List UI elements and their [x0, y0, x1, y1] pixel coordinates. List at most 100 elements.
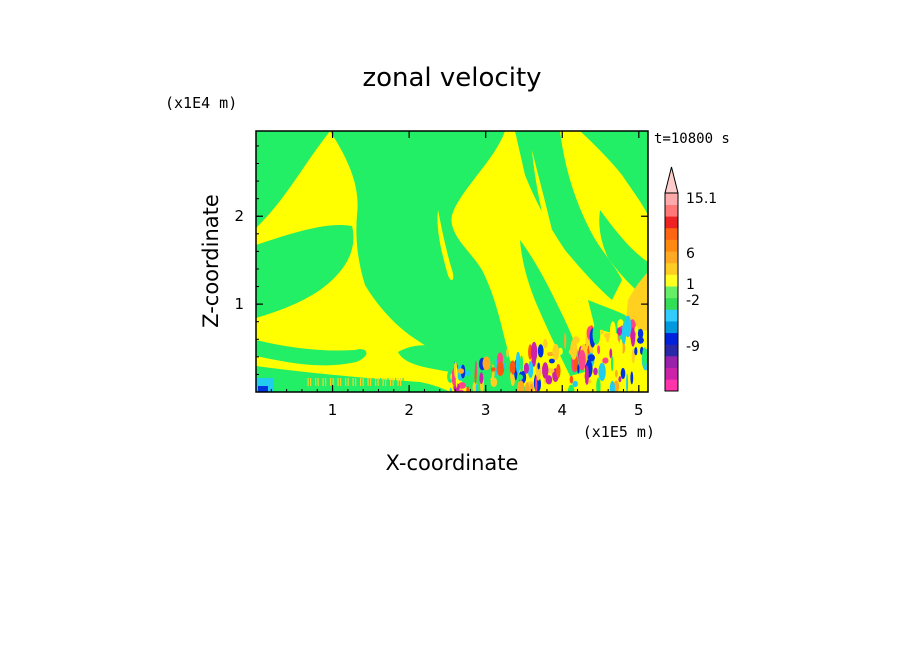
ripple-cell [397, 378, 399, 386]
region-negative [599, 210, 648, 300]
turbulence-cell [542, 362, 549, 379]
turbulence-cell [637, 336, 644, 344]
turbulence-cell [552, 343, 560, 361]
ripple-cell [385, 378, 387, 386]
turbulence-cell [527, 361, 534, 379]
ripple-cell [357, 378, 359, 386]
turbulence-cell [490, 367, 496, 372]
colorbar-label: 6 [686, 246, 695, 262]
turbulence-cell [479, 372, 484, 385]
colorbar-label: -2 [686, 293, 700, 309]
time-label: t=10800 s [654, 131, 730, 147]
ripple-cell [390, 378, 392, 386]
colorbar-swatch [665, 227, 678, 240]
ripple-cell [340, 378, 342, 386]
ripple-cell [325, 378, 327, 386]
ripple-cell [392, 378, 394, 386]
turbulence-cell [609, 348, 613, 359]
colorbar-swatch [665, 379, 678, 392]
turbulence-cell [634, 326, 639, 334]
region-positive-streak [437, 210, 454, 281]
turbulence-cell [465, 370, 471, 377]
turbulence-cell [547, 351, 554, 357]
turbulence-cell [587, 354, 595, 362]
turbulence-cell [537, 344, 544, 358]
turbulence-cell [634, 347, 638, 356]
ripple-cell [387, 378, 389, 386]
turbulence-cell [474, 370, 477, 384]
turbulence-cell [610, 355, 614, 372]
colorbar-swatch [665, 356, 678, 369]
turbulence-cell [535, 375, 538, 392]
colorbar-top-arrow [664, 166, 679, 194]
ripple-cell [317, 378, 319, 386]
turbulence-cell [449, 387, 453, 392]
ripple-cell [352, 378, 354, 386]
turbulence-cell [637, 328, 644, 339]
region-negative [256, 340, 367, 366]
turbulence-cell [547, 349, 553, 366]
y-scale-label: (x1E4 m) [165, 94, 237, 112]
x-tick-label: 5 [634, 401, 644, 419]
colorbar-swatch [665, 216, 678, 229]
turbulence-cell [529, 383, 534, 392]
colorbar-label: 15.1 [686, 191, 717, 207]
turbulence-cell [475, 383, 478, 392]
turbulence-cell [506, 348, 509, 358]
ripple-cell [310, 378, 312, 386]
colorbar-swatch [665, 239, 678, 252]
ripple-cell [365, 378, 367, 386]
turbulence-cell [578, 349, 586, 371]
region-negative [256, 131, 330, 228]
chart-title: zonal velocity [362, 63, 541, 93]
colorbar: 15.1 6 1-2 -9 [664, 166, 717, 392]
turbulence-cell [618, 339, 623, 357]
ripple-cell [350, 378, 352, 386]
colorbar-swatch [665, 274, 678, 287]
ripple-cell [335, 378, 337, 386]
turbulence-cell [592, 324, 601, 345]
turbulence-cell [510, 372, 513, 381]
ripple-cell [382, 378, 384, 386]
turbulence-cell [568, 348, 577, 356]
turbulence-cell [466, 386, 470, 392]
turbulence-cell [564, 332, 567, 350]
turbulence-cell [490, 377, 498, 388]
colorbar-swatch [665, 297, 678, 310]
ripple-cell [375, 378, 377, 386]
turbulence-cell [600, 329, 604, 335]
turbulence-cell [636, 318, 639, 328]
turbulence-cell [609, 380, 616, 392]
plot-frame [255, 130, 649, 393]
ripple-cell [400, 378, 402, 386]
x-axis-label: X-coordinate [386, 451, 519, 475]
colorbar-label: -9 [686, 339, 700, 355]
region-slightly-positive [626, 272, 648, 331]
turbulence-cell [496, 361, 505, 376]
ripple-cell [327, 378, 329, 386]
turbulence-cell [609, 321, 616, 343]
turbulence-cell [602, 357, 609, 364]
turbulence-cell [519, 355, 524, 373]
ripple-cell [337, 378, 339, 386]
colorbar-swatch [665, 321, 678, 334]
turbulence-cell [597, 345, 601, 355]
turbulence-cell [577, 364, 580, 374]
turbulence-cell [458, 382, 466, 389]
ripple-cell [342, 378, 344, 386]
turbulence-cell [503, 362, 506, 369]
colorbar-swatch [665, 332, 678, 345]
turbulence-cell [621, 322, 627, 345]
turbulence-cell [584, 365, 589, 385]
turbulence-cell [642, 347, 648, 367]
turbulence-cell [615, 369, 618, 378]
ripple-cell [312, 378, 314, 386]
turbulence-cell [548, 358, 555, 364]
turbulent-zone [305, 315, 648, 392]
x-scale-label: (x1E5 m) [583, 423, 655, 441]
turbulence-cell [569, 375, 574, 384]
turbulence-cell [482, 356, 491, 371]
colorbar-swatch [665, 309, 678, 322]
ripple-cell [322, 378, 324, 386]
turbulence-cell [620, 367, 626, 380]
